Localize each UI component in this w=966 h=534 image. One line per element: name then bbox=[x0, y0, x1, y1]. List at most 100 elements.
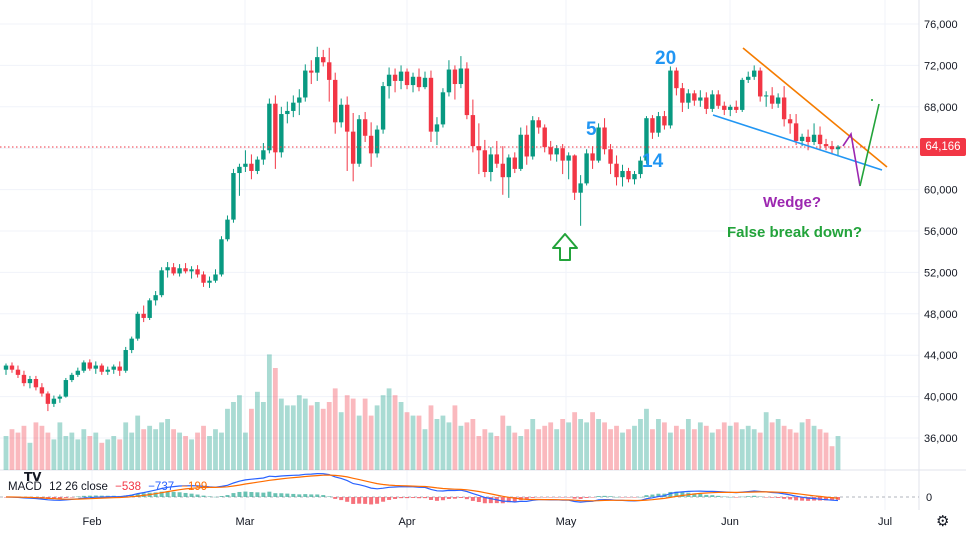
time-axis[interactable]: Feb Mar Apr May Jun Jul bbox=[83, 516, 893, 528]
volume-bar bbox=[69, 432, 75, 470]
macd-pane[interactable]: 0 bbox=[0, 472, 932, 505]
grid-lines bbox=[0, 0, 966, 510]
candle-body bbox=[63, 380, 69, 397]
wave-label-20: 20 bbox=[655, 48, 676, 69]
candle-body bbox=[374, 129, 380, 154]
volume-bar bbox=[410, 415, 416, 470]
volume-bar bbox=[685, 419, 691, 470]
candle-body bbox=[530, 120, 535, 157]
candle-body bbox=[422, 77, 428, 88]
lower-wedge-line[interactable] bbox=[712, 114, 883, 171]
settings-gear-icon[interactable]: ⚙ bbox=[936, 512, 950, 530]
volume-bar bbox=[21, 425, 27, 470]
macd-signal-value: −199 bbox=[181, 481, 208, 493]
macd-hist-bar bbox=[339, 497, 344, 501]
macd-hist-bar bbox=[710, 495, 715, 497]
volume-bar bbox=[428, 405, 434, 470]
volume-bar bbox=[171, 429, 176, 470]
volume-bar bbox=[386, 388, 392, 470]
volume-bar bbox=[500, 415, 506, 470]
candle-body bbox=[692, 93, 697, 101]
macd-hist-bar bbox=[596, 496, 601, 497]
candle-body bbox=[159, 270, 164, 296]
green-path-line[interactable] bbox=[859, 103, 880, 187]
macd-label: MACD bbox=[8, 481, 42, 493]
candle-body bbox=[728, 106, 733, 110]
price-tick-label: 72,000 bbox=[924, 60, 958, 72]
volume-bar bbox=[518, 436, 524, 470]
volume-bar bbox=[494, 436, 500, 470]
volume-bar bbox=[135, 415, 141, 470]
volume-bar bbox=[338, 412, 344, 470]
macd-hist-bar bbox=[512, 497, 517, 502]
volume-bar bbox=[33, 422, 39, 470]
macd-hist-bar bbox=[530, 497, 535, 498]
volume-bar bbox=[201, 425, 206, 470]
up-arrow-icon[interactable] bbox=[552, 233, 578, 261]
annotation-labels: 20 5 14 Wedge? False break down? bbox=[586, 48, 862, 241]
volume-bar bbox=[231, 402, 236, 470]
macd-legend[interactable]: MACD 12 26 close −538 −737 −199 bbox=[8, 481, 211, 493]
macd-hist-bar bbox=[482, 497, 487, 504]
purple-path-line[interactable] bbox=[842, 131, 861, 187]
macd-hist-bar bbox=[417, 497, 422, 499]
macd-hist-bar bbox=[680, 492, 685, 497]
last-price-badge: 64,166 bbox=[920, 138, 966, 156]
candle-body bbox=[189, 269, 194, 272]
volume-bar bbox=[757, 432, 763, 470]
macd-hist-bar bbox=[554, 497, 559, 498]
volume-bar bbox=[566, 422, 572, 470]
macd-hist-bar bbox=[428, 497, 433, 500]
volume-bar bbox=[614, 425, 619, 470]
macd-hist-bar bbox=[255, 492, 260, 497]
upper-wedge-line[interactable] bbox=[742, 47, 888, 168]
macd-hist-bar bbox=[375, 497, 380, 504]
volume-bar bbox=[237, 395, 242, 470]
macd-line-value: −737 bbox=[148, 481, 175, 493]
candle-body bbox=[740, 79, 745, 110]
candle-body bbox=[39, 387, 45, 394]
volume-bar bbox=[368, 415, 374, 470]
volume-bar bbox=[272, 368, 278, 470]
price-axis[interactable]: 76,00072,00068,00064,00060,00056,00052,0… bbox=[924, 19, 958, 445]
time-tick-label: Feb bbox=[83, 516, 102, 528]
candle-body bbox=[368, 135, 374, 154]
volume-bar bbox=[356, 415, 362, 470]
candle-body bbox=[734, 106, 739, 110]
volume-bar bbox=[835, 436, 841, 470]
candle-body bbox=[560, 148, 565, 161]
macd-hist-bar bbox=[153, 492, 158, 497]
macd-hist-bar bbox=[51, 497, 56, 499]
candle-body bbox=[596, 127, 601, 161]
macd-hist-bar bbox=[608, 496, 613, 497]
volume-bar bbox=[219, 432, 224, 470]
candle-body bbox=[656, 116, 661, 133]
volume-bar bbox=[75, 439, 81, 470]
candle-body bbox=[267, 103, 272, 151]
candle-body bbox=[171, 267, 176, 274]
macd-hist-bar bbox=[93, 495, 98, 497]
candle-body bbox=[799, 136, 805, 141]
macd-hist-bar bbox=[458, 497, 463, 498]
candle-body bbox=[488, 154, 494, 173]
candle-body bbox=[638, 160, 643, 175]
wedge-drawing[interactable] bbox=[552, 47, 888, 261]
candle-body bbox=[434, 124, 440, 132]
macd-hist-bar bbox=[758, 496, 763, 498]
candle-body bbox=[255, 159, 260, 171]
candle-body bbox=[273, 103, 278, 153]
macd-hist-bar bbox=[405, 497, 410, 499]
candle-body bbox=[554, 148, 559, 155]
volume-bar bbox=[488, 432, 494, 470]
macd-hist-bar bbox=[704, 494, 709, 497]
volume-bar bbox=[45, 432, 51, 470]
volume-bar bbox=[213, 429, 218, 470]
volume-bar bbox=[129, 432, 135, 470]
macd-hist-bar bbox=[542, 497, 547, 498]
price-tick-label: 56,000 bbox=[924, 226, 958, 238]
time-tick-label: Jul bbox=[878, 516, 892, 528]
macd-hist-bar bbox=[135, 493, 140, 497]
macd-hist-bar bbox=[177, 492, 182, 497]
volume-bar bbox=[3, 436, 9, 470]
